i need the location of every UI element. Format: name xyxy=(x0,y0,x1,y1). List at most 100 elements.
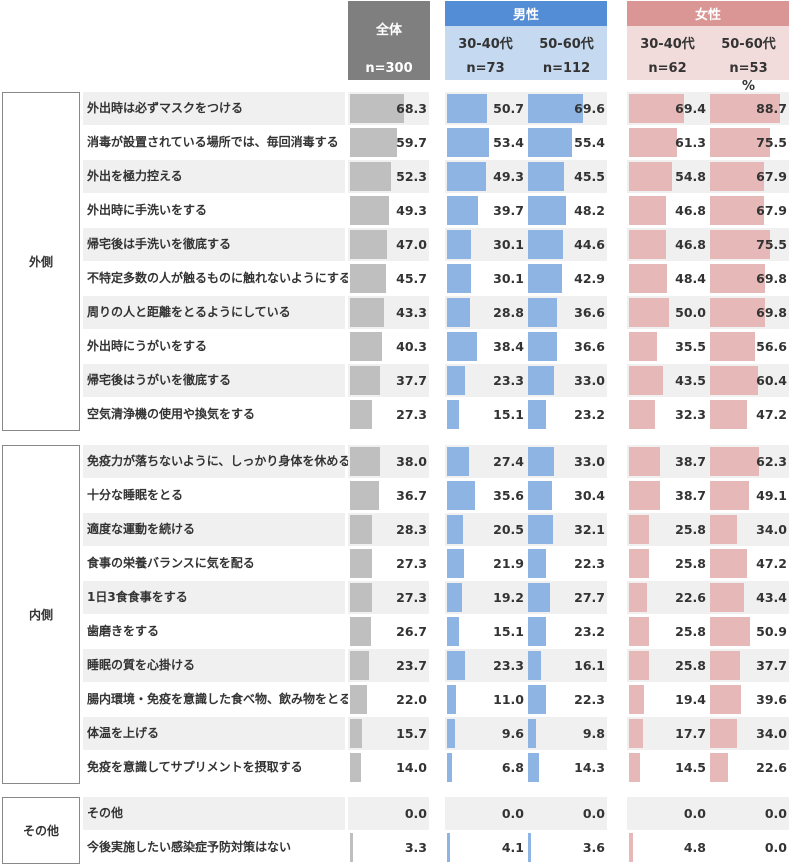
bar xyxy=(447,94,488,123)
value-cell: 36.7 xyxy=(348,479,429,512)
data-label: 60.4 xyxy=(756,373,787,388)
value-cell: 27.3 xyxy=(348,398,429,431)
value-cell: 37.7 xyxy=(348,364,429,397)
value-cell: 3.3 xyxy=(348,831,429,864)
bar xyxy=(447,298,470,327)
data-label: 22.3 xyxy=(574,692,605,707)
bar xyxy=(528,549,546,578)
bar xyxy=(710,583,745,612)
data-label: 61.3 xyxy=(675,135,706,150)
value-cell: 9.6 xyxy=(445,717,526,750)
data-label: 3.3 xyxy=(404,840,427,855)
data-label: 23.3 xyxy=(493,373,524,388)
value-cell: 0.0 xyxy=(526,797,607,830)
value-cell: 56.6 xyxy=(708,330,789,363)
value-cell: 23.2 xyxy=(526,398,607,431)
value-cell: 36.6 xyxy=(526,330,607,363)
data-label: 39.7 xyxy=(493,203,524,218)
data-label: 38.0 xyxy=(396,454,427,469)
row-label: 1日3食食事をする xyxy=(83,581,345,614)
data-label: 62.3 xyxy=(756,454,787,469)
bar xyxy=(528,481,553,510)
value-cell: 46.8 xyxy=(627,228,708,261)
data-label: 48.2 xyxy=(574,203,605,218)
data-label: 34.0 xyxy=(756,522,787,537)
value-cell: 45.5 xyxy=(526,160,607,193)
value-cell: 61.3 xyxy=(627,126,708,159)
bar xyxy=(447,481,476,510)
value-cell: 25.8 xyxy=(627,615,708,648)
bar xyxy=(629,719,643,748)
value-cell: 49.3 xyxy=(445,160,526,193)
value-cell: 15.7 xyxy=(348,717,429,750)
value-cell: 27.7 xyxy=(526,581,607,614)
bar xyxy=(350,719,363,748)
value-cell: 23.3 xyxy=(445,364,526,397)
value-cell: 36.6 xyxy=(526,296,607,329)
row-label: 睡眠の質を心掛ける xyxy=(83,649,345,682)
value-cell: 25.8 xyxy=(627,649,708,682)
bar xyxy=(629,94,684,123)
value-cell: 32.3 xyxy=(627,398,708,431)
bar xyxy=(629,515,650,544)
bar xyxy=(710,400,748,429)
value-cell: 34.0 xyxy=(708,717,789,750)
bar xyxy=(350,685,368,714)
data-label: 27.3 xyxy=(396,590,427,605)
bar xyxy=(629,298,669,327)
value-cell: 62.3 xyxy=(708,445,789,478)
bar xyxy=(447,753,453,782)
bar xyxy=(710,230,770,259)
value-cell: 42.9 xyxy=(526,262,607,295)
bar xyxy=(528,366,555,395)
row-label: その他 xyxy=(83,797,345,830)
header-male-50-60: 50-60代 xyxy=(539,37,594,52)
table-row: 消毒が設置されている場所では、毎回消毒する 59.7 53.4 55.4 61.3 75.… xyxy=(83,126,802,159)
data-label: 37.7 xyxy=(756,658,787,673)
header-male: 男性 xyxy=(445,1,607,26)
value-cell: 22.3 xyxy=(526,547,607,580)
value-cell: 15.1 xyxy=(445,615,526,648)
data-label: 69.6 xyxy=(574,101,605,116)
bar xyxy=(710,447,760,476)
bar xyxy=(528,447,555,476)
value-cell: 38.4 xyxy=(445,330,526,363)
bar xyxy=(528,617,547,646)
row-label: 免疫を意識してサプリメントを摂取する xyxy=(83,751,345,784)
bar xyxy=(710,719,737,748)
data-label: 9.8 xyxy=(582,726,605,741)
bar xyxy=(710,549,748,578)
value-cell: 38.7 xyxy=(627,445,708,478)
bar xyxy=(629,128,678,157)
bar xyxy=(350,617,372,646)
value-cell: 50.7 xyxy=(445,92,526,125)
bar xyxy=(629,583,647,612)
table-row: 帰宅後はうがいを徹底する 37.7 23.3 33.0 43.5 60.4 xyxy=(83,364,802,397)
row-label: 適度な運動を続ける xyxy=(83,513,345,546)
value-cell: 0.0 xyxy=(445,797,526,830)
row-label: 周りの人と距離をとるようにしている xyxy=(83,296,345,329)
bar xyxy=(447,128,490,157)
header-female: 女性 xyxy=(627,1,789,26)
bar xyxy=(528,719,536,748)
bar xyxy=(350,230,388,259)
value-cell: 33.0 xyxy=(526,364,607,397)
bar xyxy=(447,833,451,862)
data-label: 16.1 xyxy=(574,658,605,673)
value-cell: 27.4 xyxy=(445,445,526,478)
value-cell: 50.0 xyxy=(627,296,708,329)
value-cell: 59.7 xyxy=(348,126,429,159)
bar xyxy=(447,400,459,429)
data-label: 47.2 xyxy=(756,407,787,422)
value-cell: 88.7 xyxy=(708,92,789,125)
bar xyxy=(350,332,382,361)
value-cell: 21.9 xyxy=(445,547,526,580)
table-row: 1日3食食事をする 27.3 19.2 27.7 22.6 43.4 xyxy=(83,581,802,614)
value-cell: 38.7 xyxy=(627,479,708,512)
data-label: 33.0 xyxy=(574,373,605,388)
value-cell: 69.8 xyxy=(708,296,789,329)
data-label: 54.8 xyxy=(675,169,706,184)
value-cell: 43.5 xyxy=(627,364,708,397)
value-cell: 69.6 xyxy=(526,92,607,125)
data-label: 67.9 xyxy=(756,203,787,218)
